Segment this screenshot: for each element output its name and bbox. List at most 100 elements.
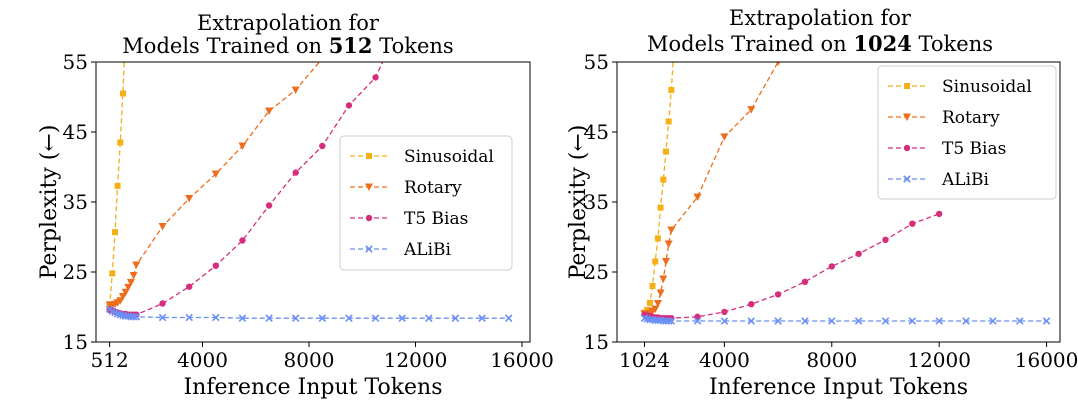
chart-title-prefix: Models Trained on	[122, 34, 328, 58]
legend-entry-t5-bias: T5 Bias	[350, 209, 468, 229]
data-point	[371, 314, 380, 322]
data-point	[238, 142, 247, 150]
data-point	[129, 313, 138, 321]
x-tick-label: 16000	[490, 348, 554, 372]
legend-marker	[366, 153, 372, 159]
data-point	[881, 317, 890, 325]
data-point	[693, 317, 702, 325]
chart-title-suffix: Tokens	[373, 34, 454, 58]
legend-marker	[365, 245, 373, 253]
legend-entry-alibi: ALiBi	[888, 170, 989, 190]
series-rotary	[105, 62, 323, 309]
legend-entry-t5-bias: T5 Bias	[888, 139, 1006, 159]
data-point	[667, 226, 676, 234]
data-point	[158, 313, 167, 322]
data-point	[114, 182, 121, 189]
data-point	[654, 235, 661, 242]
data-point	[132, 313, 141, 321]
data-point	[123, 24, 129, 30]
data-point	[747, 106, 756, 114]
data-point	[656, 289, 665, 297]
data-point	[345, 314, 353, 322]
series-t5-bias	[641, 210, 943, 322]
y-tick-label: 15	[63, 330, 88, 354]
y-tick-label: 55	[584, 50, 609, 74]
data-point	[185, 283, 193, 290]
data-point	[185, 195, 194, 203]
data-point	[504, 314, 513, 322]
data-point	[668, 87, 675, 93]
y-tick-label: 35	[63, 190, 88, 214]
data-point	[398, 314, 406, 322]
x-tick-label: 12000	[907, 348, 971, 372]
data-point	[124, 283, 133, 292]
data-point	[212, 313, 220, 322]
data-point	[292, 169, 299, 176]
data-point	[721, 308, 728, 316]
data-point	[693, 193, 702, 202]
legend-label: ALiBi	[403, 240, 451, 260]
data-point	[649, 283, 656, 289]
data-point	[109, 270, 116, 277]
chart-title-suffix: Tokens	[912, 32, 993, 56]
data-point	[667, 317, 676, 325]
legend-label: Sinusoidal	[942, 77, 1032, 97]
legend-marker	[903, 144, 911, 152]
data-point	[774, 291, 782, 298]
legend-marker	[365, 214, 373, 222]
data-point	[828, 263, 835, 270]
chart-title-line2: Models Trained on 512 Tokens	[122, 33, 453, 58]
legend-entry-rotary: Rotary	[350, 178, 462, 198]
data-point	[989, 317, 997, 325]
x-tick-label: 8000	[806, 348, 857, 372]
legend: Sinusoidal Rotary T5 Bias ALiBi	[339, 135, 513, 271]
data-point	[775, 62, 781, 66]
data-point	[854, 317, 863, 325]
data-point	[774, 317, 782, 325]
data-point	[121, 288, 130, 297]
data-point	[748, 301, 755, 308]
series-line	[644, 213, 940, 319]
data-point	[664, 317, 673, 325]
series-sinusoidal	[641, 62, 675, 316]
data-point	[159, 300, 166, 307]
data-point	[158, 223, 167, 231]
data-point	[1042, 317, 1051, 325]
data-point	[132, 261, 141, 269]
data-point	[211, 170, 220, 178]
legend-label: ALiBi	[941, 170, 989, 190]
y-tick-label: 25	[584, 260, 609, 284]
data-point	[801, 278, 809, 285]
data-point	[129, 272, 138, 280]
data-point	[664, 240, 673, 248]
data-point	[651, 305, 660, 314]
data-point	[828, 317, 836, 325]
y-tick-label: 55	[63, 50, 88, 74]
data-point	[801, 317, 809, 325]
series-line	[109, 308, 509, 319]
legend-label: T5 Bias	[942, 139, 1006, 159]
y-axis-label: Perplexity (←)	[566, 125, 591, 280]
chart-title-bold: 512	[329, 33, 373, 58]
data-point	[653, 300, 662, 308]
legend-marker	[903, 113, 911, 121]
x-tick-label: 8000	[284, 348, 335, 372]
x-tick-label: 512	[91, 348, 129, 372]
data-point	[720, 317, 729, 325]
x-axis-label: Inference Input Tokens	[709, 375, 968, 400]
data-point	[265, 314, 273, 322]
chart-title-line1: Extrapolation for	[197, 11, 380, 35]
legend-entry-alibi: ALiBi	[350, 240, 451, 260]
chart-title-line2: Models Trained on 1024 Tokens	[647, 31, 993, 56]
legend-marker	[903, 175, 911, 183]
chart-title-bold: 1024	[853, 31, 911, 56]
y-tick-label: 45	[63, 120, 88, 144]
data-point	[318, 314, 327, 322]
y-axis-label: Perplexity (←)	[37, 125, 62, 280]
data-point	[1015, 317, 1024, 325]
data-point	[665, 118, 672, 125]
data-point	[117, 139, 124, 146]
legend-entry-rotary: Rotary	[888, 108, 1000, 128]
